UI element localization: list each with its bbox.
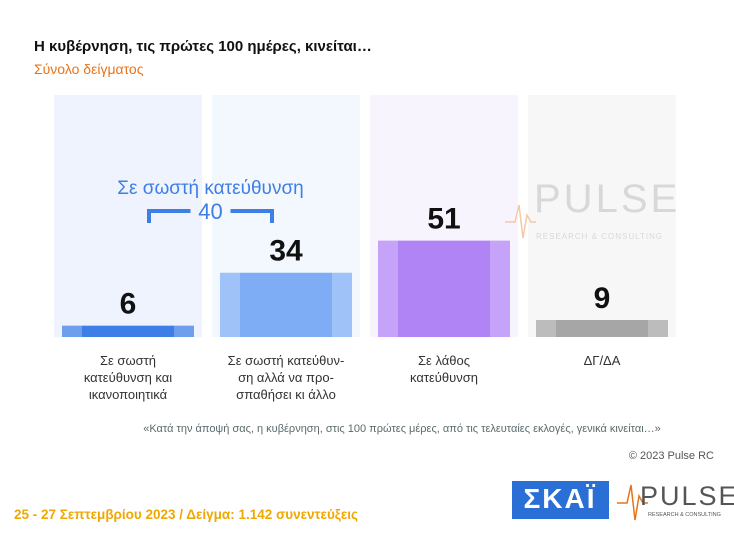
value-label: 6: [120, 288, 137, 321]
skai-logo: ΣΚΑΪ: [523, 483, 596, 514]
bar: [536, 319, 668, 337]
bar: [220, 272, 352, 337]
value-label: 51: [427, 203, 460, 236]
category-label: Σε σωστή κατεύθυν- ση αλλά να προ- σπαθή…: [227, 353, 345, 402]
pulse-logo-tagline: RESEARCH & CONSULTING: [648, 512, 721, 518]
category-label: Σε σωστή κατεύθυνση και ικανοποιητικά: [83, 353, 173, 402]
pulse-logo-mark: [617, 484, 648, 521]
question: «Κατά την άποψή σας, η κυβέρνηση, στις 1…: [143, 423, 661, 435]
subtitle: Σύνολο δείγματος: [34, 61, 144, 77]
category-label: ΔΓ/ΔΑ: [583, 353, 621, 368]
skai-logo-bg: [512, 481, 609, 519]
copyright: © 2023 Pulse RC: [628, 450, 714, 462]
footer: 25 - 27 Σεπτεμβρίου 2023 / Δείγμα: 1.142…: [14, 507, 358, 522]
panel: [528, 95, 676, 337]
bar: [378, 240, 510, 337]
group-bracket: [147, 209, 274, 223]
group-value: 40: [198, 199, 222, 224]
watermark: PULSE: [534, 177, 680, 221]
category-label: Σε λάθος κατεύθυνση: [410, 353, 478, 385]
panel: [54, 95, 202, 337]
bar: [62, 325, 194, 337]
watermark-tagline: RESEARCH & CONSULTING: [536, 232, 663, 241]
value-label: 9: [594, 282, 611, 315]
watermark-pulse: [505, 204, 536, 239]
group-label: Σε σωστή κατεύθυνση: [117, 178, 304, 199]
title: Η κυβέρνηση, τις πρώτες 100 ημέρες, κινε…: [34, 38, 372, 55]
value-label: 34: [269, 235, 303, 268]
pulse-logo: PULSE: [640, 481, 734, 511]
